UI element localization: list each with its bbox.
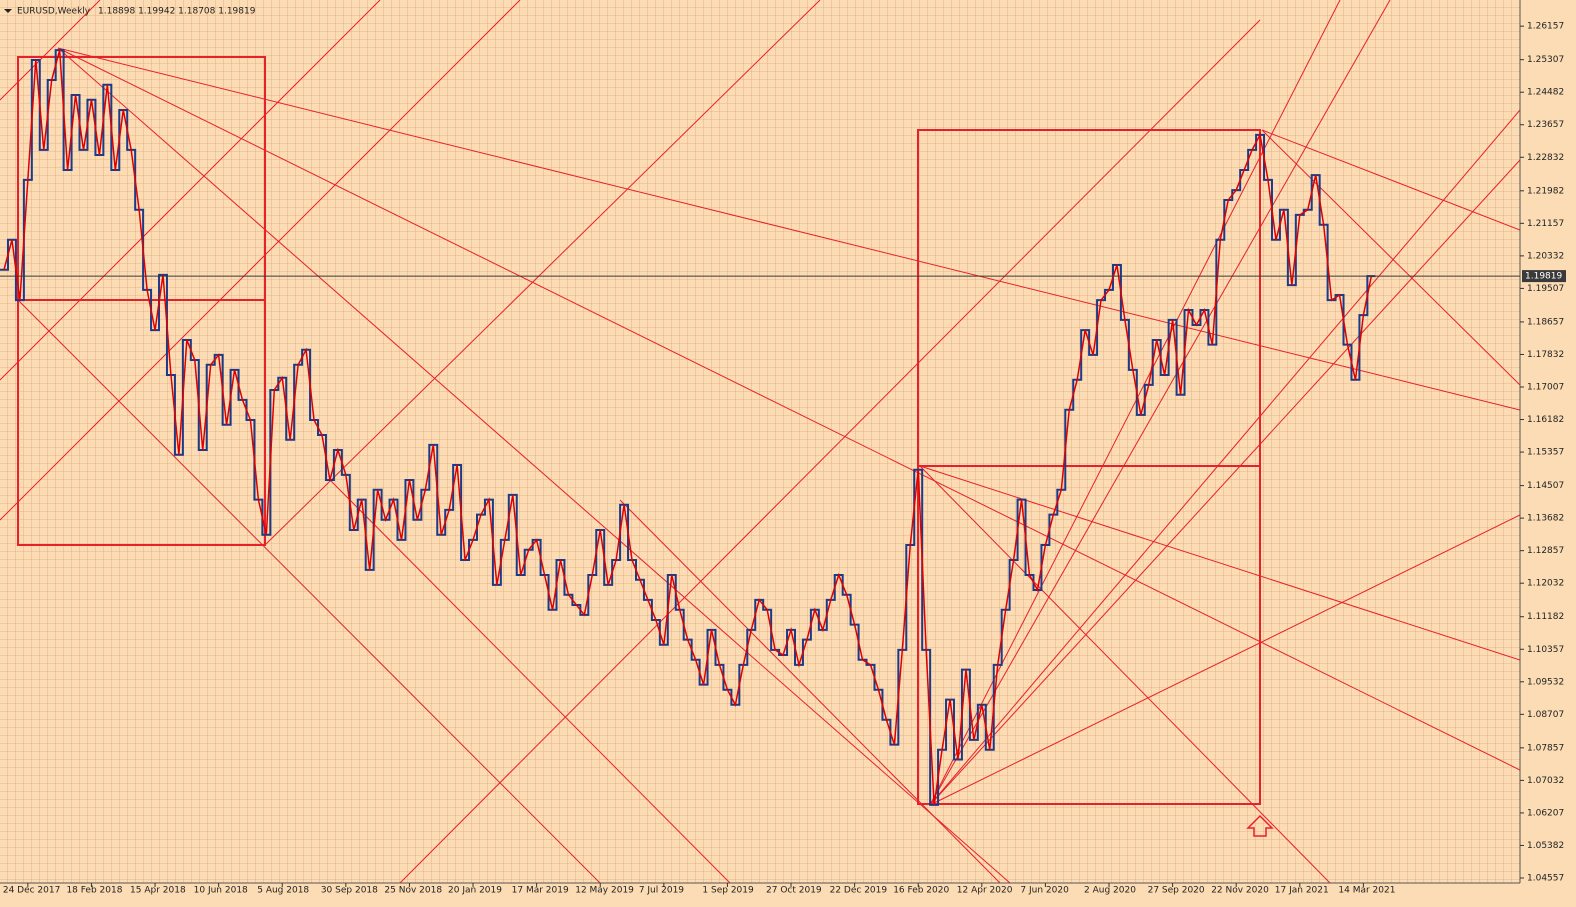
current-price-box [1522, 270, 1566, 283]
close-line [3, 49, 1373, 806]
y-tick-label: 1.24482 [1527, 88, 1564, 98]
x-tick-label: 17 Mar 2019 [512, 886, 569, 896]
y-tick-label: 1.21157 [1527, 219, 1564, 229]
chart-title: EURUSD,Weekly [17, 7, 91, 17]
y-tick-label: 1.20332 [1527, 251, 1564, 261]
x-tick-label: 22 Nov 2020 [1211, 886, 1269, 896]
x-tick-label: 12 May 2019 [575, 886, 634, 896]
y-tick-label: 1.19507 [1527, 284, 1564, 294]
y-tick-label: 1.07032 [1527, 776, 1564, 786]
x-tick-label: 7 Jul 2019 [639, 886, 684, 896]
y-tick-label: 1.08707 [1527, 710, 1564, 720]
y-tick-label: 1.14507 [1527, 481, 1564, 491]
x-tick-label: 10 Jun 2018 [194, 886, 248, 896]
drawing-objects [0, 0, 1520, 883]
y-tick-label: 1.06207 [1527, 808, 1564, 818]
x-tick-label: 1 Sep 2019 [702, 886, 754, 896]
y-tick-label: 1.12857 [1527, 546, 1564, 556]
x-tick-label: 20 Jan 2019 [448, 886, 502, 896]
x-tick-label: 22 Dec 2019 [830, 886, 888, 896]
x-tick-label: 12 Apr 2020 [957, 886, 1013, 896]
y-tick-label: 1.16182 [1527, 415, 1564, 425]
y-tick-label: 1.21982 [1527, 186, 1564, 196]
x-tick-label: 18 Feb 2018 [66, 886, 122, 896]
x-tick-label: 16 Feb 2020 [893, 886, 949, 896]
x-tick-label: 15 Apr 2018 [130, 886, 186, 896]
y-tick-label: 1.15357 [1527, 448, 1564, 458]
menu-icon[interactable] [4, 9, 12, 13]
ohlc-readout: 1.18898 1.19942 1.18708 1.19819 [98, 7, 256, 17]
y-tick-label: 1.12032 [1527, 579, 1564, 589]
y-tick-label: 1.13682 [1527, 514, 1564, 524]
x-tick-label: 27 Sep 2020 [1148, 886, 1205, 896]
y-tick-label: 1.25307 [1527, 55, 1564, 65]
x-tick-label: 27 Oct 2019 [766, 886, 822, 896]
x-tick-label: 30 Sep 2018 [321, 886, 378, 896]
y-tick-label: 1.07857 [1527, 743, 1564, 753]
y-tick-label: 1.17832 [1527, 350, 1564, 360]
y-tick-label: 1.22832 [1527, 153, 1564, 163]
x-tick-label: 25 Nov 2018 [384, 886, 442, 896]
y-tick-label: 1.26157 [1527, 22, 1564, 32]
current-price-label: 1.19819 [1525, 272, 1562, 282]
price-series [0, 49, 1376, 806]
y-tick-label: 1.23657 [1527, 120, 1564, 130]
y-tick-label: 1.04557 [1527, 873, 1564, 883]
x-tick-label: 5 Aug 2018 [257, 886, 309, 896]
y-tick-label: 1.18657 [1527, 317, 1564, 327]
x-tick-label: 7 Jun 2020 [1020, 886, 1069, 896]
x-tick-label: 24 Dec 2017 [3, 886, 61, 896]
x-tick-label: 2 Aug 2020 [1084, 886, 1136, 896]
y-tick-label: 1.09532 [1527, 677, 1564, 687]
y-tick-label: 1.10357 [1527, 645, 1564, 655]
x-tick-label: 17 Jan 2021 [1275, 886, 1329, 896]
y-tick-label: 1.17007 [1527, 382, 1564, 392]
y-tick-label: 1.05382 [1527, 841, 1564, 851]
x-tick-label: 14 Mar 2021 [1338, 886, 1395, 896]
y-tick-label: 1.11182 [1527, 612, 1564, 622]
